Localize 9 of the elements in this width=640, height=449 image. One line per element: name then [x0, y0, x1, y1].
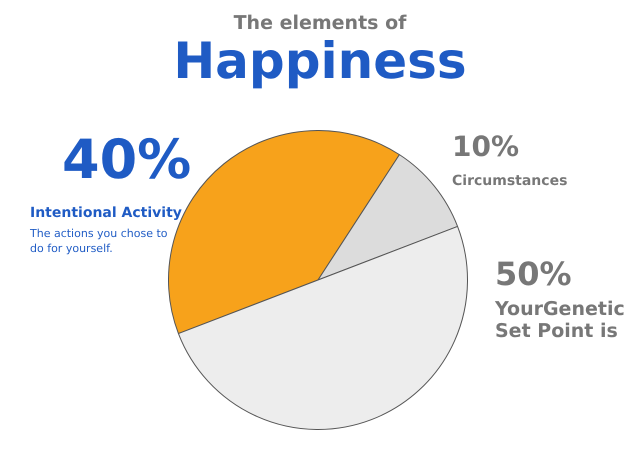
chart-subtitle: Happiness — [172, 32, 468, 90]
data-label: 10% — [452, 130, 520, 163]
slice-label: YourGenetic Set Point is — [495, 298, 625, 342]
slice-label: Intentional Activity — [30, 205, 182, 221]
chart-title: The elements of — [232, 12, 408, 34]
text: The actions you chose to do for yourself. — [30, 226, 169, 256]
data-label: 50% — [495, 255, 572, 293]
data-label: 40% — [62, 128, 192, 191]
slice-label: Circumstances — [452, 173, 568, 189]
